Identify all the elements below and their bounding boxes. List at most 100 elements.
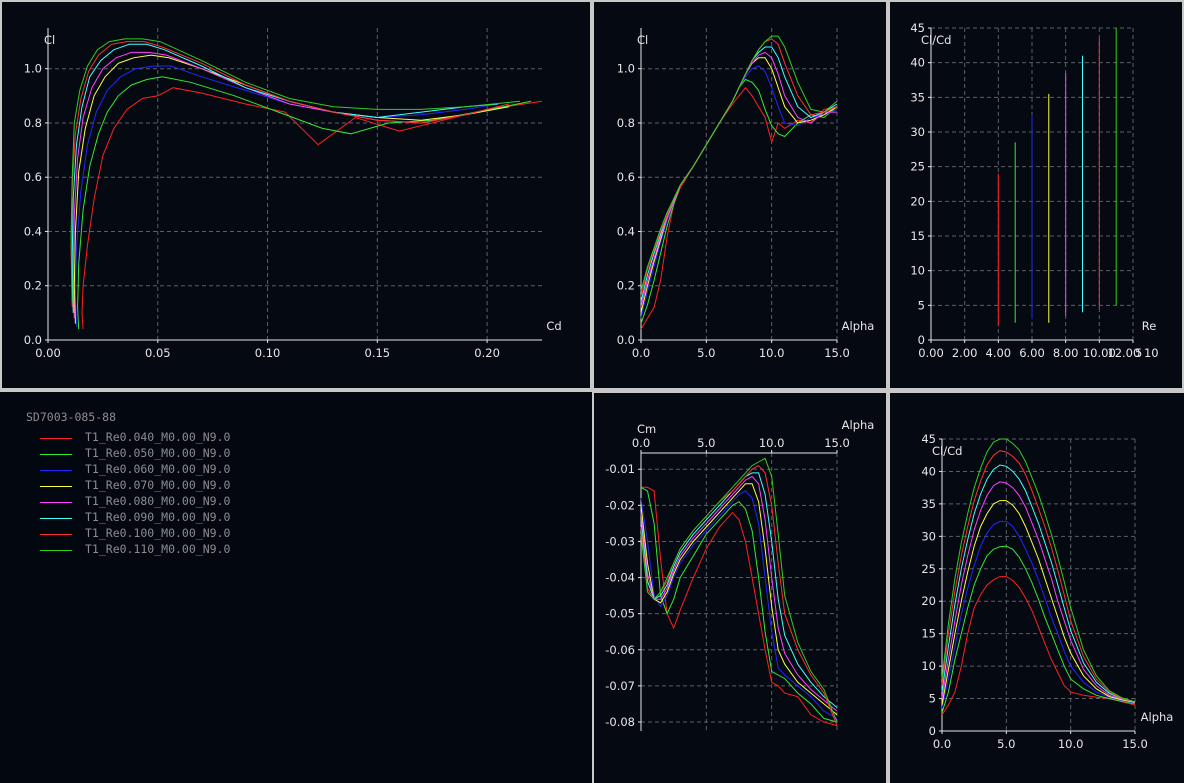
series-line xyxy=(941,500,1136,706)
y-tick-label: -0.06 xyxy=(605,643,635,657)
series-line xyxy=(941,438,1136,703)
y-tick-label: -0.02 xyxy=(605,498,635,512)
series-line xyxy=(640,46,838,303)
y-tick-label: 30 xyxy=(921,529,936,543)
x-axis-label: Alpha xyxy=(842,418,875,432)
y-tick-label: 25 xyxy=(910,160,925,174)
y-axis-label: Cm xyxy=(637,422,656,436)
x-tick-label: 15.0 xyxy=(824,346,850,360)
series-line xyxy=(71,43,499,313)
series-line xyxy=(72,51,499,319)
series-line xyxy=(941,450,1136,703)
cm-vs-alpha-chart: 0.0 5.0 10.0 15.0 -0.01 -0.02 -0.03 -0.04 -0.05 -… xyxy=(605,418,875,731)
y-tick-label: 10 xyxy=(921,659,936,673)
x-tick-label: 5.0 xyxy=(997,737,1015,751)
y-tick-label: 40 xyxy=(910,56,925,70)
legend-item: T1_Re0.080_M0.00_N9.0 xyxy=(40,494,440,510)
legend-swatch xyxy=(40,438,72,439)
x-tick-label: 5.0 xyxy=(697,346,715,360)
y-tick-label: 0.6 xyxy=(617,170,635,184)
legend-swatch xyxy=(40,486,72,487)
y-tick-label: 0.8 xyxy=(617,116,635,130)
x-tick-label: 15.0 xyxy=(824,436,850,450)
series-line xyxy=(640,35,838,292)
y-tick-label: -0.07 xyxy=(605,679,635,693)
series-line xyxy=(941,576,1136,716)
x-tick-label: 8.00 xyxy=(1053,346,1079,360)
series-line xyxy=(81,87,543,330)
legend-swatch xyxy=(40,518,72,519)
y-tick-label: -0.08 xyxy=(605,715,635,729)
x-tick-label: 4.00 xyxy=(986,346,1012,360)
legend-swatch xyxy=(40,470,72,471)
legend-swatch xyxy=(40,454,72,455)
series-line xyxy=(640,457,838,723)
x-tick-label: 0.00 xyxy=(918,346,944,360)
legend-label: T1_Re0.070_M0.00_N9.0 xyxy=(85,478,231,492)
x-axis-label: Alpha xyxy=(1141,710,1174,724)
x-tick-label: 5.0 xyxy=(697,436,715,450)
x-tick-label: 0.05 xyxy=(145,346,171,360)
y-axis-label: Cl xyxy=(637,33,648,47)
legend-swatch xyxy=(40,550,72,551)
series-line xyxy=(640,78,838,324)
y-tick-label: 25 xyxy=(921,562,936,576)
series-line xyxy=(941,520,1136,709)
legend-label: T1_Re0.050_M0.00_N9.0 xyxy=(85,446,231,460)
y-tick-label: 0 xyxy=(929,724,936,738)
x-tick-label: 12.00 10 xyxy=(1107,346,1158,360)
y-tick-label: 10 xyxy=(910,264,925,278)
y-tick-label: 5 xyxy=(929,692,936,706)
series-line xyxy=(70,38,521,303)
y-tick-label: 40 xyxy=(921,464,936,478)
x-tick-label: 10.00 xyxy=(1083,346,1116,360)
legend-label: T1_Re0.090_M0.00_N9.0 xyxy=(85,510,231,524)
y-tick-label: 20 xyxy=(910,194,925,208)
legend-item: T1_Re0.100_M0.00_N9.0 xyxy=(40,526,440,542)
legend-title: SD7003-085-88 xyxy=(26,410,117,424)
legend-label: T1_Re0.040_M0.00_N9.0 xyxy=(85,430,231,444)
y-tick-label: 35 xyxy=(910,90,925,104)
cl-vs-cd-chart: 0.00 0.05 0.10 0.15 0.20 0.0 0.2 0.4 0.6 0.8 1.0 Cl… xyxy=(24,28,562,360)
x-tick-label: 0.0 xyxy=(933,737,951,751)
y-tick-label: 0.4 xyxy=(617,224,635,238)
series-line xyxy=(640,464,838,726)
legend-swatch xyxy=(40,534,72,535)
y-tick-label: 0.8 xyxy=(24,116,42,130)
series-line xyxy=(941,545,1136,713)
cm-vs-alpha-panel: 0.0 5.0 10.0 15.0 -0.01 -0.02 -0.03 -0.04 -0.05 -… xyxy=(594,393,886,783)
y-tick-label: 35 xyxy=(921,497,936,511)
series-line xyxy=(640,483,838,716)
x-tick-label: 10.0 xyxy=(759,436,785,450)
x-tick-label: 0.00 xyxy=(35,346,61,360)
series-line xyxy=(640,86,838,330)
y-tick-label: 30 xyxy=(910,125,925,139)
y-axis-label: Cl/Cd xyxy=(921,33,951,47)
x-axis-label: Cd xyxy=(546,319,561,333)
x-axis-label: Re xyxy=(1142,319,1157,333)
legend-item: T1_Re0.060_M0.00_N9.0 xyxy=(40,462,440,478)
y-axis-label: Cl/Cd xyxy=(932,444,962,458)
cl-vs-cd-panel: 0.00 0.05 0.10 0.15 0.20 0.0 0.2 0.4 0.6 0.8 1.0 Cl… xyxy=(2,2,590,388)
legend-label: T1_Re0.060_M0.00_N9.0 xyxy=(85,462,231,476)
y-tick-label: 0.0 xyxy=(617,333,635,347)
x-tick-label: 0.15 xyxy=(365,346,391,360)
y-tick-label: 0.6 xyxy=(24,170,42,184)
series-line xyxy=(640,475,838,712)
legend-swatch xyxy=(40,502,72,503)
y-tick-label: 0 xyxy=(918,333,925,347)
y-tick-label: -0.04 xyxy=(605,571,635,585)
series-line xyxy=(941,464,1136,703)
series-line xyxy=(70,41,510,308)
legend-panel: SD7003-085-88 T1_Re0.040_M0.00_N9.0 T1_Re… xyxy=(0,392,592,783)
y-tick-label: -0.03 xyxy=(605,534,635,548)
y-tick-label: 45 xyxy=(921,432,936,446)
legend-label: T1_Re0.080_M0.00_N9.0 xyxy=(85,494,231,508)
clcd-vs-re-panel: 0.00 2.00 4.00 6.00 8.00 10.00 12.00 10 5 0 5 10 15… xyxy=(890,2,1182,388)
y-tick-label: 0.2 xyxy=(24,279,42,293)
series-line xyxy=(73,54,510,324)
y-tick-label: 15 xyxy=(910,229,925,243)
series-line xyxy=(640,486,838,723)
